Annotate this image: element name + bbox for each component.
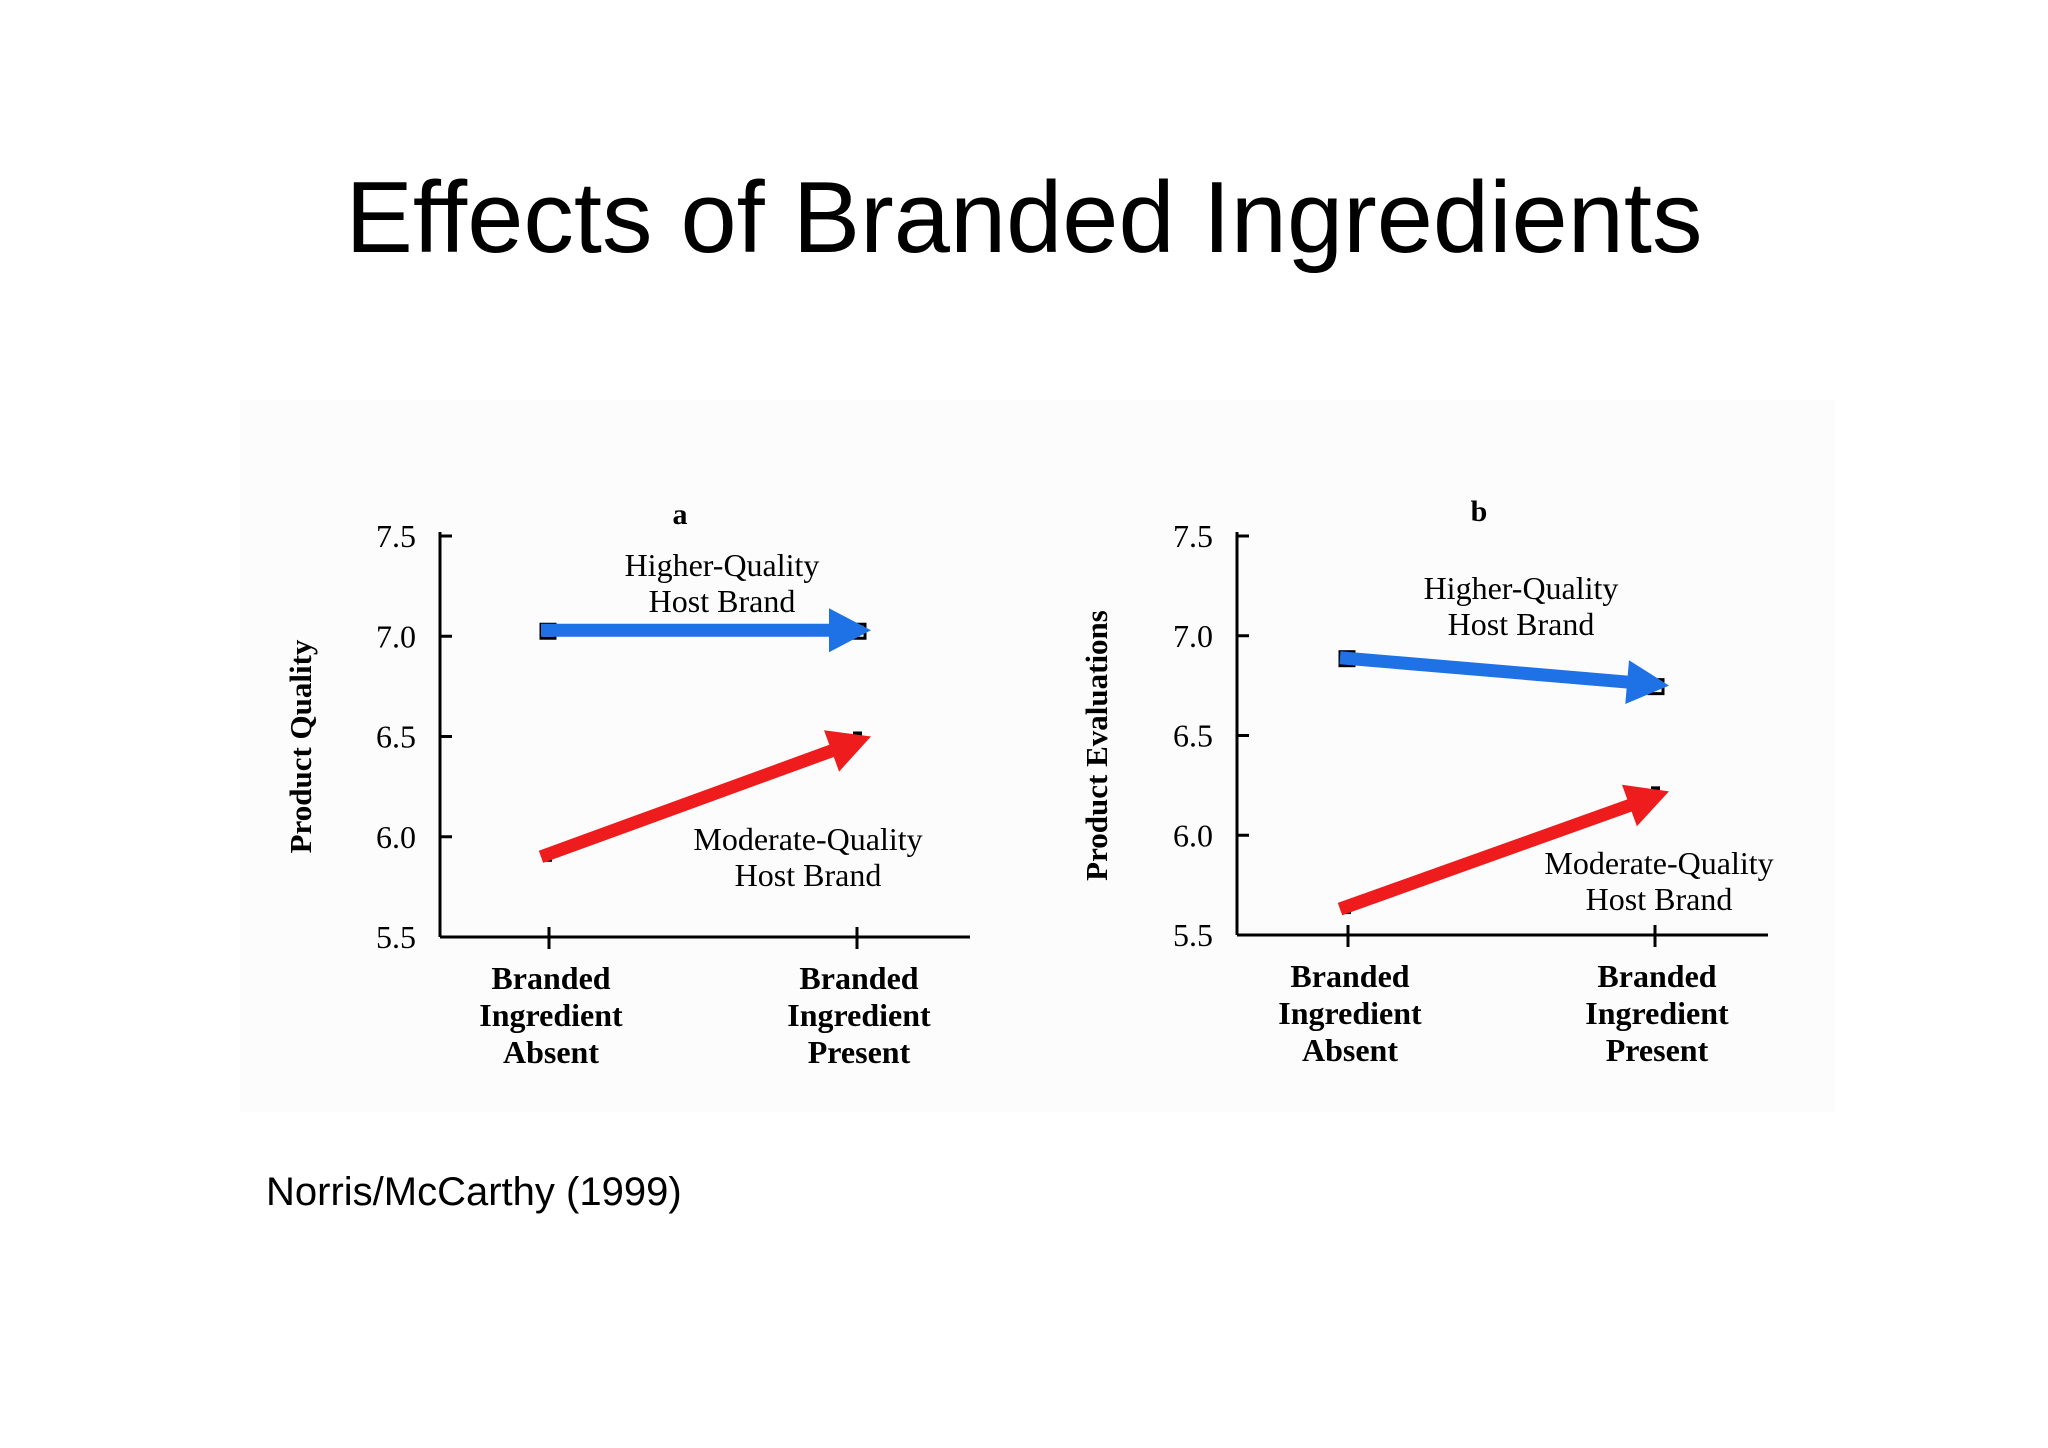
series-arrow-moderate-quality: [538, 730, 871, 863]
series-label: Higher-Quality: [1424, 570, 1619, 606]
slide-title: Effects of Branded Ingredients: [345, 162, 1703, 274]
y-tick-label: 7.5: [1173, 518, 1213, 554]
y-tick-label: 6.5: [376, 719, 416, 755]
series-arrow-higher-quality: [1339, 651, 1669, 704]
series-label: Host Brand: [1586, 881, 1733, 917]
y-tick-label: 7.5: [376, 518, 416, 554]
x-category-label: Absent: [1302, 1032, 1398, 1068]
chart-title: b: [1471, 495, 1488, 528]
x-category-label: Branded: [491, 960, 610, 996]
y-tick-label: 7.0: [376, 618, 416, 654]
y-axis-label: Product Evaluations: [1079, 610, 1114, 881]
figure-panel: [240, 400, 1835, 1112]
y-tick-label: 5.5: [376, 919, 416, 955]
x-category-label: Branded: [1597, 958, 1716, 994]
x-category-label: Ingredient: [1585, 995, 1729, 1031]
x-category-label: Ingredient: [787, 997, 931, 1033]
x-category-label: Present: [1606, 1032, 1709, 1068]
y-tick-label: 5.5: [1173, 917, 1213, 953]
series-label: Host Brand: [1448, 606, 1595, 642]
x-category-label: Branded: [1290, 958, 1409, 994]
y-tick-label: 7.0: [1173, 618, 1213, 654]
series-label: Host Brand: [649, 583, 796, 619]
x-category-label: Present: [808, 1034, 911, 1070]
series-label: Higher-Quality: [625, 547, 820, 583]
series-label: Host Brand: [735, 857, 882, 893]
series-label: Moderate-Quality: [1544, 845, 1773, 881]
x-category-label: Absent: [503, 1034, 599, 1070]
citation: Norris/McCarthy (1999): [266, 1170, 682, 1214]
x-category-label: Branded: [799, 960, 918, 996]
y-tick-label: 6.0: [376, 819, 416, 855]
y-tick-label: 6.5: [1173, 718, 1213, 754]
y-tick-label: 6.0: [1173, 817, 1213, 853]
y-axis-label: Product Quality: [283, 639, 318, 853]
x-category-label: Ingredient: [1278, 995, 1422, 1031]
series-label: Moderate-Quality: [693, 821, 922, 857]
x-category-label: Ingredient: [479, 997, 623, 1033]
series-arrow-higher-quality: [541, 608, 871, 653]
chart-title: a: [673, 498, 688, 531]
series-arrow-moderate-quality: [1337, 784, 1669, 916]
